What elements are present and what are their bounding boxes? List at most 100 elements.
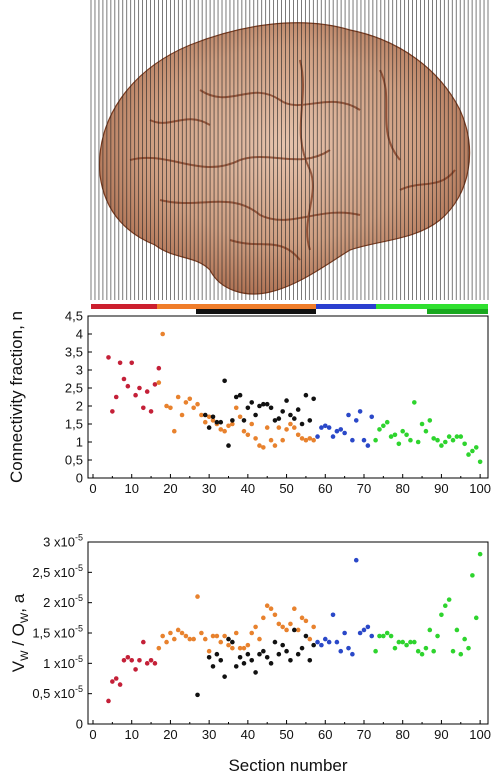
data-point: [299, 436, 305, 441]
data-point: [470, 573, 475, 578]
x-tick-label: 100: [469, 727, 491, 742]
data-point: [156, 645, 162, 651]
data-point: [206, 414, 212, 420]
data-point: [210, 664, 216, 669]
data-point: [442, 439, 448, 445]
data-point: [125, 383, 131, 389]
data-point: [226, 423, 231, 429]
data-point: [400, 639, 406, 645]
region-color-bar: [91, 304, 488, 314]
data-point: [419, 651, 425, 657]
data-point: [214, 633, 220, 639]
data-point: [237, 654, 243, 660]
data-point: [113, 394, 119, 400]
data-point: [230, 418, 235, 423]
data-point: [384, 630, 390, 636]
data-point: [450, 437, 456, 443]
data-point: [477, 551, 483, 557]
data-point: [284, 398, 289, 403]
data-point: [295, 627, 301, 633]
chart1-frame: [87, 315, 489, 479]
data-point: [280, 409, 285, 414]
data-point: [295, 432, 301, 438]
data-point: [446, 434, 452, 439]
data-point: [268, 437, 274, 443]
data-point: [272, 639, 278, 645]
data-point: [141, 639, 146, 645]
data-point: [322, 636, 328, 642]
data-point: [350, 437, 355, 443]
x-tick-label: 10: [124, 481, 138, 496]
data-point: [202, 412, 208, 418]
data-point: [284, 627, 289, 633]
data-point: [261, 401, 266, 407]
data-point: [245, 651, 251, 657]
data-point: [233, 394, 239, 400]
data-point: [249, 630, 255, 636]
data-point: [276, 425, 282, 430]
data-point: [113, 676, 119, 681]
data-point: [121, 376, 127, 382]
data-point: [442, 603, 448, 608]
data-point: [168, 630, 173, 636]
x-tick-label: 90: [434, 727, 448, 742]
data-point: [261, 445, 266, 450]
data-point: [148, 409, 154, 414]
data-point: [164, 403, 169, 409]
y-tick-label: 2 x10-5: [43, 593, 83, 610]
data-point: [319, 642, 324, 648]
data-point: [350, 651, 355, 657]
data-point: [218, 658, 224, 663]
data-point: [431, 648, 436, 654]
data-point: [261, 648, 266, 654]
data-point: [195, 401, 200, 407]
x-tick-label: 70: [357, 481, 371, 496]
data-point: [384, 419, 390, 425]
data-point: [288, 412, 293, 418]
data-point: [311, 396, 316, 402]
data-point: [195, 692, 200, 698]
data-point: [295, 651, 301, 657]
data-point: [110, 679, 115, 684]
data-point: [214, 419, 220, 425]
data-point: [129, 360, 135, 366]
data-point: [473, 615, 479, 621]
data-point: [315, 639, 320, 645]
data-point: [241, 418, 247, 423]
data-point: [218, 419, 224, 425]
data-point: [253, 624, 258, 630]
data-point: [144, 389, 150, 394]
data-point: [473, 445, 479, 450]
data-point: [388, 633, 394, 639]
data-point: [361, 627, 367, 633]
y-tick-label: 0: [76, 717, 83, 732]
data-point: [187, 636, 193, 642]
data-point: [346, 412, 351, 418]
chart1-y-axis-label: Connectivity fraction, n: [7, 311, 26, 483]
data-point: [311, 624, 316, 630]
data-point: [303, 633, 309, 639]
data-point: [288, 421, 293, 427]
x-tick-label: 30: [202, 727, 216, 742]
data-point: [264, 401, 270, 407]
data-point: [381, 423, 386, 429]
data-point: [218, 639, 224, 645]
data-point: [261, 615, 266, 621]
y-tick-label: 3,5: [65, 345, 83, 360]
data-point: [288, 658, 293, 663]
data-point: [226, 443, 231, 448]
data-point: [253, 412, 258, 418]
brain-section-image: [90, 0, 489, 300]
data-point: [272, 418, 278, 423]
x-tick-label: 80: [395, 481, 409, 496]
data-point: [423, 645, 429, 651]
data-point: [191, 405, 196, 411]
data-point: [257, 651, 262, 657]
data-point: [458, 651, 464, 657]
data-point: [454, 627, 460, 633]
data-point: [454, 434, 460, 439]
data-point: [202, 419, 208, 425]
data-point: [222, 378, 227, 384]
data-point: [160, 331, 165, 337]
y-tick-label: 0: [76, 471, 83, 486]
